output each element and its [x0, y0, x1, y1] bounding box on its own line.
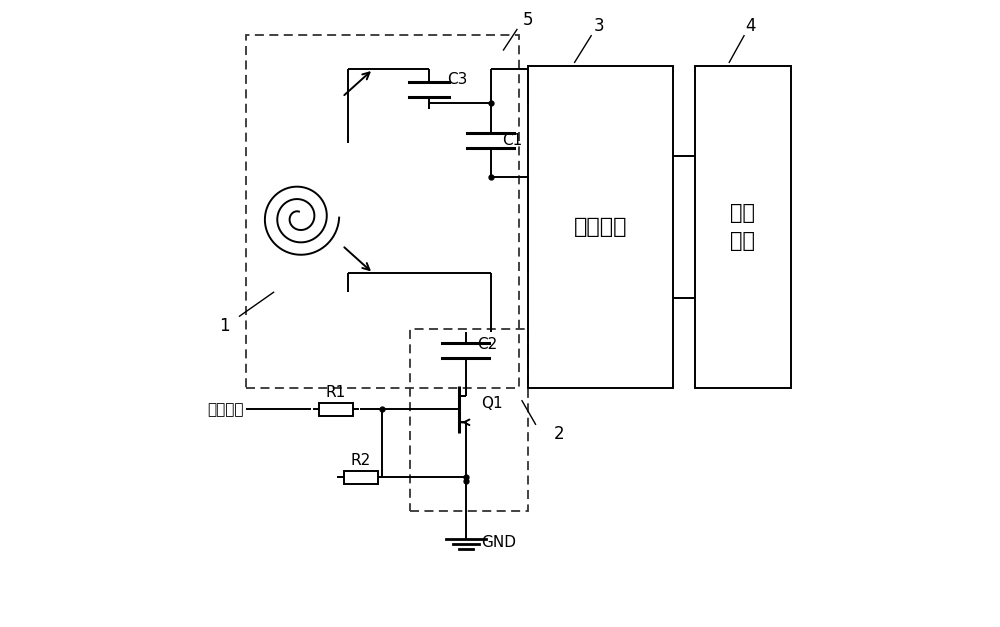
Text: 5: 5 — [523, 11, 533, 29]
Text: 1: 1 — [219, 317, 230, 335]
Text: C1: C1 — [502, 133, 522, 148]
Text: GND: GND — [481, 535, 516, 550]
Text: 数据信号: 数据信号 — [207, 402, 243, 417]
Bar — [410, 329, 528, 512]
Text: 功能
器件: 功能 器件 — [730, 203, 755, 251]
Text: 3: 3 — [594, 17, 604, 35]
Text: R2: R2 — [351, 453, 371, 468]
Text: 2: 2 — [553, 425, 564, 443]
Text: 4: 4 — [745, 17, 756, 35]
Bar — [528, 66, 673, 387]
Text: Q1: Q1 — [481, 396, 503, 411]
Bar — [695, 66, 791, 387]
Text: C2: C2 — [477, 337, 497, 352]
Bar — [246, 35, 519, 387]
Bar — [344, 471, 378, 484]
Text: C3: C3 — [447, 73, 468, 87]
Text: R1: R1 — [326, 384, 346, 399]
Text: 整流模块: 整流模块 — [574, 217, 627, 237]
Bar — [319, 403, 353, 416]
